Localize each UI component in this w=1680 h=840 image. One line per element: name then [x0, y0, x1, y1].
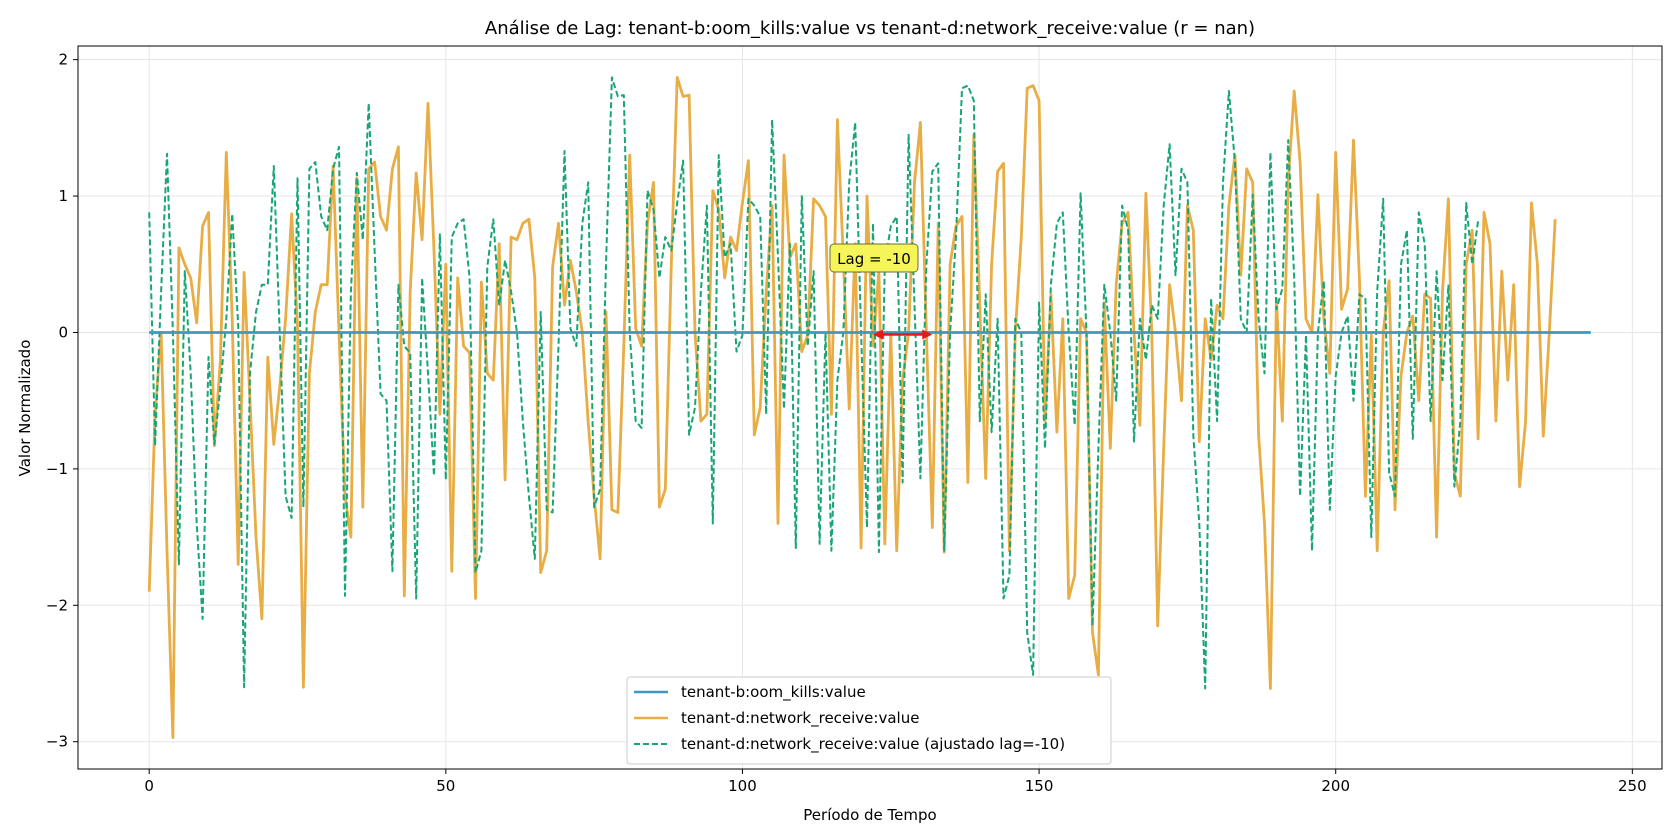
y-axis-label: Valor Normalizado: [16, 340, 34, 477]
x-tick-label: 250: [1618, 777, 1647, 795]
series-layer: [147, 76, 1591, 739]
chart-title: Análise de Lag: tenant-b:oom_kills:value…: [485, 18, 1255, 39]
y-tick-label: −3: [46, 733, 68, 751]
y-tick-label: 0: [58, 323, 68, 341]
x-tick-label: 0: [144, 777, 154, 795]
annotation-text: Lag = -10: [837, 250, 911, 268]
legend-box: [626, 676, 1112, 765]
lag-arrow-head-right: [922, 329, 933, 340]
lag-arrow-head-left: [872, 329, 883, 340]
x-tick-label: 200: [1321, 777, 1350, 795]
annotation-box: [829, 243, 919, 273]
x-tick-label: 100: [728, 777, 757, 795]
y-tick-label: −2: [46, 596, 68, 614]
legend-label-oom-kills: tenant-b:oom_kills:value: [681, 683, 866, 702]
y-tick-label: 2: [58, 51, 68, 69]
y-tick-label: 1: [58, 187, 68, 205]
series-line-network-receive: [147, 76, 1557, 739]
ticks: 0 50 100 150 200 250 2 1 0 −1 −2 −3: [46, 51, 1647, 795]
legend-label-network-receive-lagged: tenant-d:network_receive:value (ajustado…: [681, 735, 1065, 754]
x-axis-label: Período de Tempo: [803, 806, 936, 824]
legend-label-network-receive: tenant-d:network_receive:value: [681, 709, 919, 728]
legend: tenant-b:oom_kills:value tenant-d:networ…: [626, 676, 1112, 765]
x-tick-label: 50: [436, 777, 455, 795]
y-tick-label: −1: [46, 460, 68, 478]
lag-annotation: Lag = -10: [829, 243, 933, 340]
x-tick-label: 150: [1025, 777, 1054, 795]
series-line-network-receive-lagged: [148, 76, 1480, 690]
plot-frame: [77, 45, 1663, 770]
